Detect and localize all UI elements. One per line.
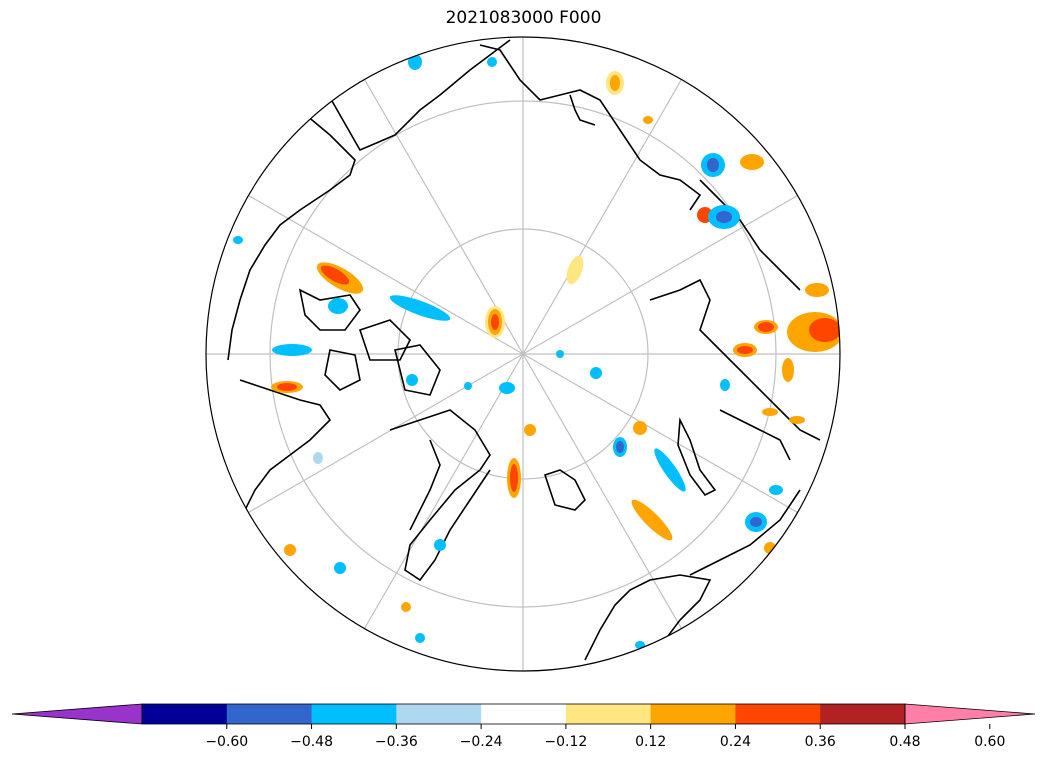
meridian-line xyxy=(248,194,524,355)
colorbar-bin xyxy=(142,704,228,724)
anomaly-positive xyxy=(740,154,764,170)
map-boundary xyxy=(205,36,841,672)
colorbar-outline xyxy=(141,703,906,725)
anomaly-negative xyxy=(389,295,451,321)
colorbar-tick-label: −0.48 xyxy=(290,734,333,750)
colorbar-bin xyxy=(226,704,313,724)
anomaly-positive xyxy=(805,283,829,297)
colorbar-extend-low xyxy=(11,703,143,725)
anomaly-negative xyxy=(408,54,422,70)
anomaly-negative xyxy=(415,633,425,643)
map-title: 2021083000 F000 xyxy=(445,8,602,28)
anomaly-positive xyxy=(277,383,297,391)
coastline-greenland xyxy=(389,409,491,582)
meridian-line xyxy=(522,79,683,355)
coastline-scandinavia xyxy=(584,574,712,661)
colorbar-bin xyxy=(650,704,736,724)
colorbar-tick-label: −0.60 xyxy=(205,734,248,750)
coastline-russia-west xyxy=(689,489,801,576)
anomaly-positive xyxy=(631,499,673,541)
anomaly-positive xyxy=(524,424,536,436)
colorbar-bin xyxy=(565,704,652,724)
anomaly-negative xyxy=(707,158,719,172)
coastline-siberia xyxy=(649,179,821,441)
meridian-line xyxy=(248,353,524,514)
anomaly-positive xyxy=(737,346,753,354)
coastline-greenland-west xyxy=(409,439,441,531)
colorbar-bin xyxy=(396,704,482,724)
colorbar-extend-high xyxy=(904,703,1036,725)
colorbar-bins xyxy=(11,703,1036,725)
coastline-novaya-zemlya xyxy=(677,417,717,497)
anomaly-positive xyxy=(491,314,499,330)
anomaly-negative xyxy=(720,379,730,391)
anomaly-positive xyxy=(284,544,296,556)
anomaly-negative xyxy=(313,452,323,464)
colorbar-bin xyxy=(820,704,906,724)
coastline-bering xyxy=(569,94,596,126)
coastline-arctic-islands xyxy=(298,288,441,396)
anomaly-negative xyxy=(328,298,348,314)
anomaly-positive xyxy=(510,464,518,492)
colorbar-tick-label: −0.24 xyxy=(460,734,503,750)
colorbar-bin xyxy=(481,704,567,724)
meridian-line xyxy=(522,353,798,514)
colorbar-bin xyxy=(311,704,397,724)
colorbar-tick-label: 0.36 xyxy=(805,734,836,750)
anomaly-negative xyxy=(590,367,602,379)
meridian-line xyxy=(522,353,683,629)
coastline-taymyr xyxy=(719,409,791,461)
anomaly-negative xyxy=(434,539,446,551)
coastline-canada xyxy=(227,39,511,361)
colorbar-tick-label: −0.12 xyxy=(544,734,587,750)
anomaly-positive xyxy=(758,322,774,332)
coastlines xyxy=(227,39,821,661)
anomaly-positive xyxy=(782,358,794,382)
anomaly-negative xyxy=(616,441,624,453)
anomaly-negative xyxy=(750,517,762,527)
anomaly-negative xyxy=(406,374,418,386)
coastline-svalbard xyxy=(543,469,586,511)
anomaly-negative xyxy=(654,448,686,492)
colorbar-tick-label: 0.12 xyxy=(635,734,666,750)
anomaly-positive xyxy=(643,116,653,124)
anomaly-positive xyxy=(809,318,840,342)
colorbar-ticks: −0.60 −0.48 −0.36 −0.24 −0.12 0.12 0.24 0.36 0.4… xyxy=(205,724,1005,750)
anomaly-positive xyxy=(633,421,647,435)
meridian-line xyxy=(522,194,798,355)
anomaly-negative xyxy=(556,350,564,358)
polar-map xyxy=(205,36,841,672)
anomaly-negative xyxy=(487,57,497,67)
anomaly-negative xyxy=(464,382,472,390)
coastline-hudson xyxy=(239,379,332,511)
colorbar-tick-label: −0.36 xyxy=(375,734,418,750)
colorbar-bin xyxy=(735,704,821,724)
anomaly-negative xyxy=(233,236,243,244)
anomaly-negative xyxy=(769,485,783,495)
colorbar-tick-label: 0.48 xyxy=(889,734,920,750)
colorbar-tick-label: 0.24 xyxy=(720,734,751,750)
anomaly-positive xyxy=(610,75,620,91)
anomaly-negative xyxy=(272,344,312,356)
anomaly-positive xyxy=(320,265,350,285)
anomaly-negative xyxy=(499,382,515,394)
anomaly-positive xyxy=(401,602,411,612)
anomaly-positive xyxy=(762,408,778,416)
anomaly-negative xyxy=(334,562,346,574)
coastline-alaska xyxy=(479,44,702,211)
anomaly-positive xyxy=(566,255,584,285)
anomaly-positive xyxy=(789,416,805,424)
colorbar-tick-label: 0.60 xyxy=(974,734,1005,750)
anomaly-negative xyxy=(716,211,732,223)
meridian-line xyxy=(363,353,524,629)
